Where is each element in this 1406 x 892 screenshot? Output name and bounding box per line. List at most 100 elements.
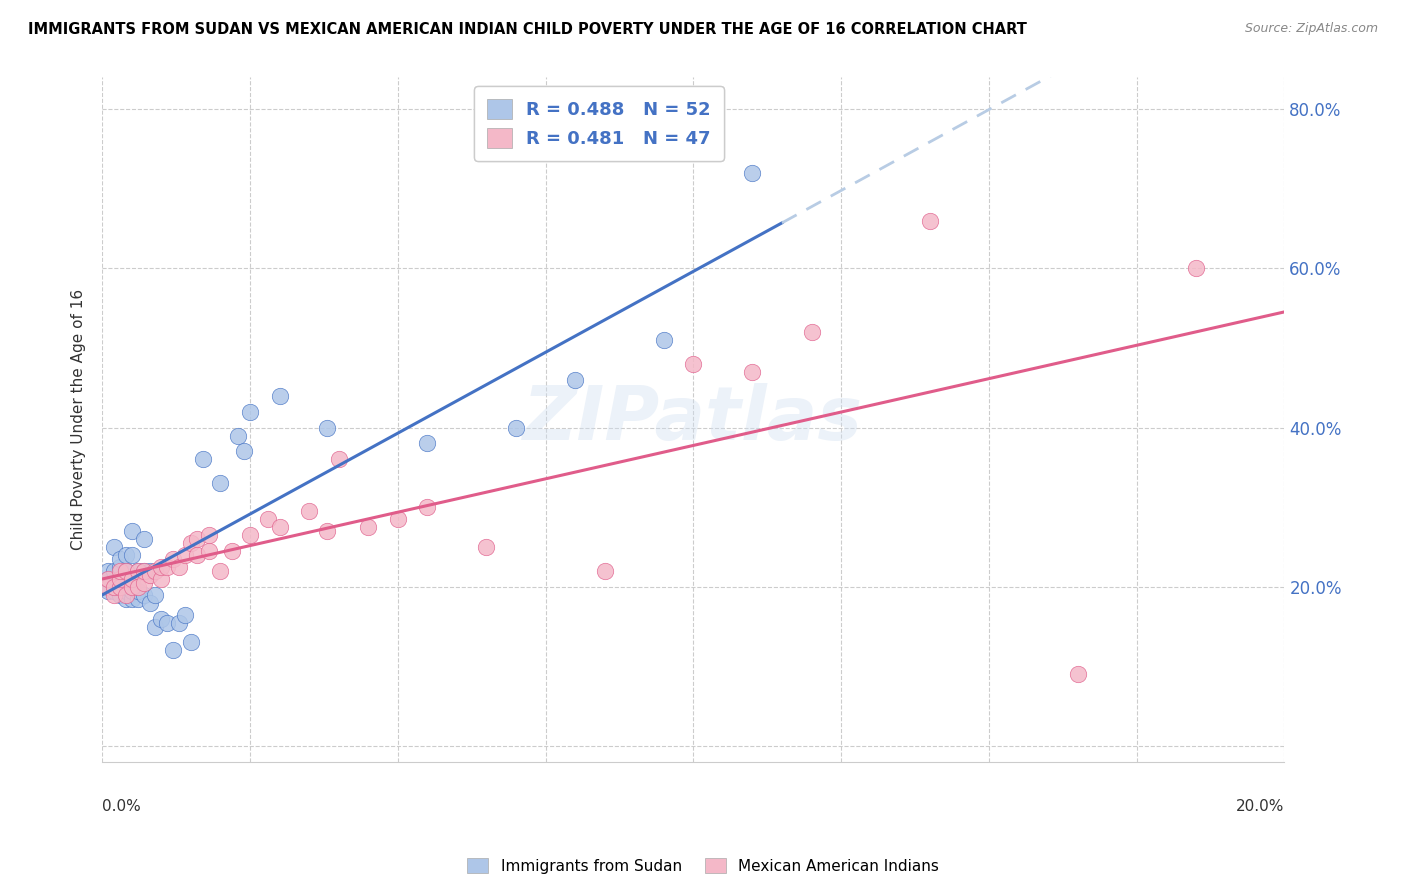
Point [127,580,149,594]
Point [416,500,439,515]
Point [108,580,131,594]
Point [239,404,262,418]
Legend: R = 0.488   N = 52, R = 0.481   N = 47: R = 0.488 N = 52, R = 0.481 N = 47 [474,87,724,161]
Point [150,611,173,625]
Point [315,524,337,538]
Y-axis label: Child Poverty Under the Age of 16: Child Poverty Under the Age of 16 [72,289,86,550]
Point [197,528,219,542]
Text: 0.0%: 0.0% [103,799,141,814]
Point [186,532,208,546]
Point [115,583,138,598]
Point [127,564,149,578]
Point [138,567,160,582]
Point [103,588,125,602]
Point [221,544,243,558]
Point [186,548,208,562]
Point [652,333,675,347]
Point [918,213,941,227]
Point [138,596,160,610]
Point [564,373,586,387]
Point [103,580,125,594]
Point [115,548,138,562]
Point [103,564,125,578]
Point [357,520,380,534]
Point [167,559,190,574]
Point [108,552,131,566]
Point [103,583,125,598]
Point [121,580,143,594]
Point [121,572,143,586]
Text: IMMIGRANTS FROM SUDAN VS MEXICAN AMERICAN INDIAN CHILD POVERTY UNDER THE AGE OF : IMMIGRANTS FROM SUDAN VS MEXICAN AMERICA… [28,22,1026,37]
Point [226,428,249,442]
Point [115,588,138,602]
Point [1066,667,1088,681]
Point [115,591,138,606]
Point [127,591,149,606]
Point [682,357,704,371]
Point [416,436,439,450]
Point [233,444,256,458]
Point [145,588,167,602]
Point [132,575,155,590]
Point [197,544,219,558]
Point [108,572,131,586]
Point [127,564,149,578]
Point [115,572,138,586]
Point [121,572,143,586]
Point [103,540,125,554]
Point [156,559,179,574]
Point [121,591,143,606]
Point [162,552,184,566]
Point [115,564,138,578]
Point [127,583,149,598]
Point [156,615,179,630]
Point [138,564,160,578]
Point [97,564,120,578]
Point [115,564,138,578]
Point [132,532,155,546]
Point [505,420,527,434]
Point [180,635,202,649]
Point [115,580,138,594]
Point [97,580,120,594]
Point [328,452,350,467]
Point [239,528,262,542]
Point [97,572,120,586]
Text: 20.0%: 20.0% [1236,799,1285,814]
Point [180,536,202,550]
Point [150,559,173,574]
Point [741,365,763,379]
Point [162,643,184,657]
Point [1184,261,1206,276]
Point [741,166,763,180]
Point [132,564,155,578]
Point [132,588,155,602]
Point [298,504,321,518]
Point [108,588,131,602]
Point [191,452,214,467]
Point [108,564,131,578]
Point [174,607,197,622]
Point [108,559,131,574]
Point [167,615,190,630]
Point [150,572,173,586]
Point [108,580,131,594]
Text: ZIPatlas: ZIPatlas [523,383,863,456]
Point [593,564,616,578]
Point [103,580,125,594]
Point [387,512,409,526]
Text: Source: ZipAtlas.com: Source: ZipAtlas.com [1244,22,1378,36]
Point [315,420,337,434]
Point [256,512,278,526]
Point [121,580,143,594]
Legend: Immigrants from Sudan, Mexican American Indians: Immigrants from Sudan, Mexican American … [461,852,945,880]
Point [121,524,143,538]
Point [800,325,823,339]
Point [97,583,120,598]
Point [269,520,291,534]
Point [209,564,232,578]
Point [145,619,167,633]
Point [121,548,143,562]
Point [97,572,120,586]
Point [145,564,167,578]
